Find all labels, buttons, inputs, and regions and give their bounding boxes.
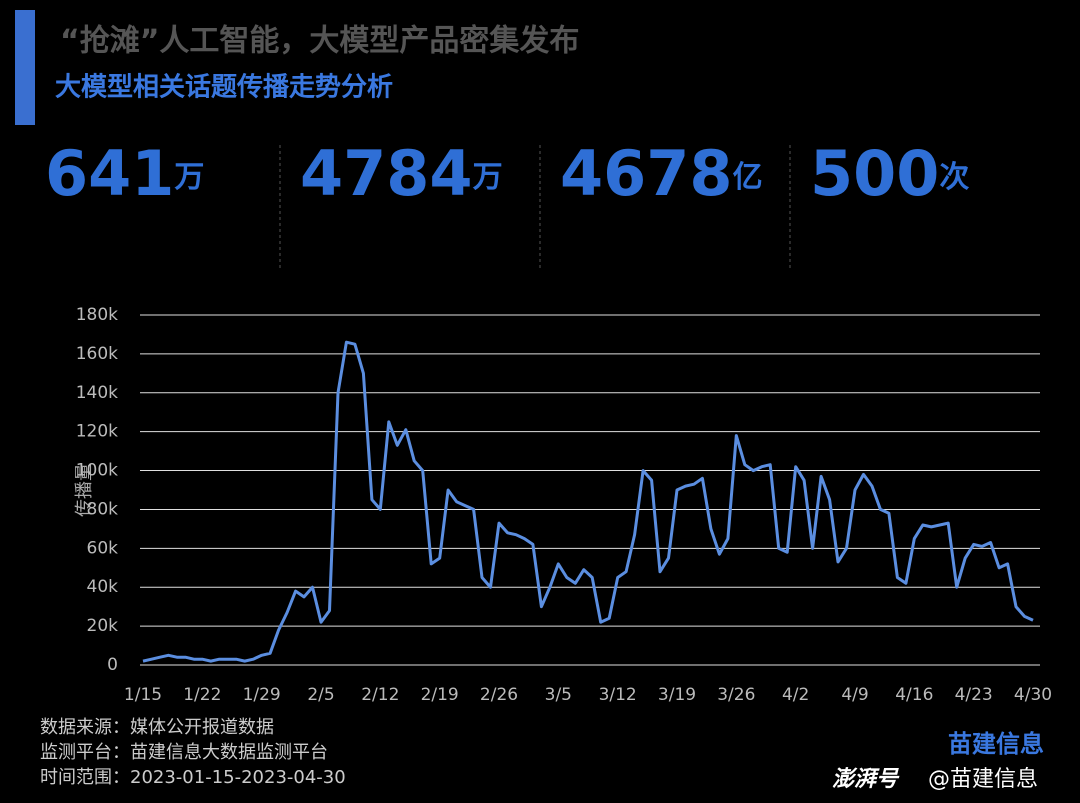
stat-unit: 万 [174,160,204,195]
y-tick-label: 180k [76,305,118,325]
x-tick-label: 4/9 [841,685,868,705]
y-axis-label: 传播量 [74,463,95,517]
stat: 500次 [810,137,969,210]
x-tick-label: 1/22 [183,685,221,705]
stat-value: 500 [810,137,939,210]
x-tick-label: 2/19 [421,685,459,705]
stat: 641万 [45,137,204,210]
y-tick-label: 100k [76,461,118,481]
x-tick-label: 4/23 [955,685,993,705]
y-tick-label: 40k [87,577,119,597]
x-tick-label: 3/5 [545,685,572,705]
stat: 4678亿 [560,137,763,210]
x-tick-label: 4/2 [782,685,809,705]
subtitle: 大模型相关话题传播走势分析 [55,73,393,103]
stat-unit: 万 [473,160,503,195]
y-tick-label: 160k [76,344,118,364]
stat-value: 4784 [300,137,473,210]
x-tick-label: 2/5 [307,685,334,705]
y-tick-label: 140k [76,383,118,403]
title: “抢滩”人工智能，大模型产品密集发布 [60,24,579,59]
x-tick-label: 4/30 [1014,685,1052,705]
account: @苗建信息 [928,767,1038,792]
x-tick-label: 3/19 [658,685,696,705]
footer-range: 时间范围：2023-01-15-2023-04-30 [40,767,346,788]
y-tick-label: 120k [76,422,118,442]
separators [279,145,791,270]
x-tick-label: 1/15 [124,685,162,705]
x-tick-label: 2/12 [361,685,399,705]
footer-source: 数据来源：媒体公开报道数据 [40,717,274,738]
y-tick-label: 0 [107,655,118,675]
brand: 澎湃号 [832,767,900,792]
data-line [142,340,1034,663]
stat-value: 4678 [560,137,733,210]
x-tick-label: 4/16 [895,685,933,705]
x-tick-label: 1/29 [243,685,281,705]
y-tick-label: 20k [87,616,119,636]
stat: 4784万 [300,137,503,210]
accent-bar [15,10,35,125]
x-tick-label: 3/12 [599,685,637,705]
y-tick-label: 60k [87,538,119,558]
y-tick-label: 80k [87,499,119,519]
stat-unit: 亿 [733,160,763,195]
footer-platform: 监测平台：苗建信息大数据监测平台 [40,742,328,763]
stat-unit: 次 [939,160,969,195]
logo-text: 苗建信息 [948,730,1044,758]
x-tick-label: 3/26 [717,685,755,705]
x-tick-label: 2/26 [480,685,518,705]
stat-value: 641 [45,137,174,210]
